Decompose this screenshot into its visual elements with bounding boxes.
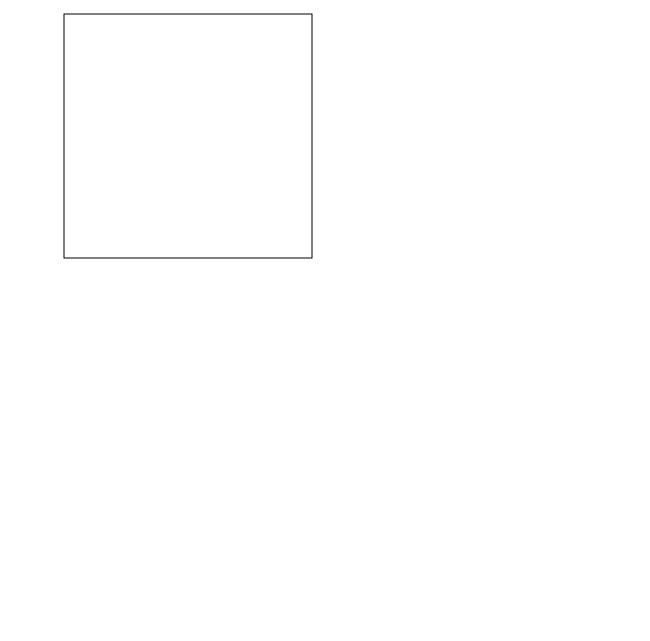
figure-svg bbox=[0, 0, 650, 636]
flow-cytometry-figure bbox=[0, 0, 650, 636]
panel-fsc-ssc bbox=[64, 14, 312, 258]
